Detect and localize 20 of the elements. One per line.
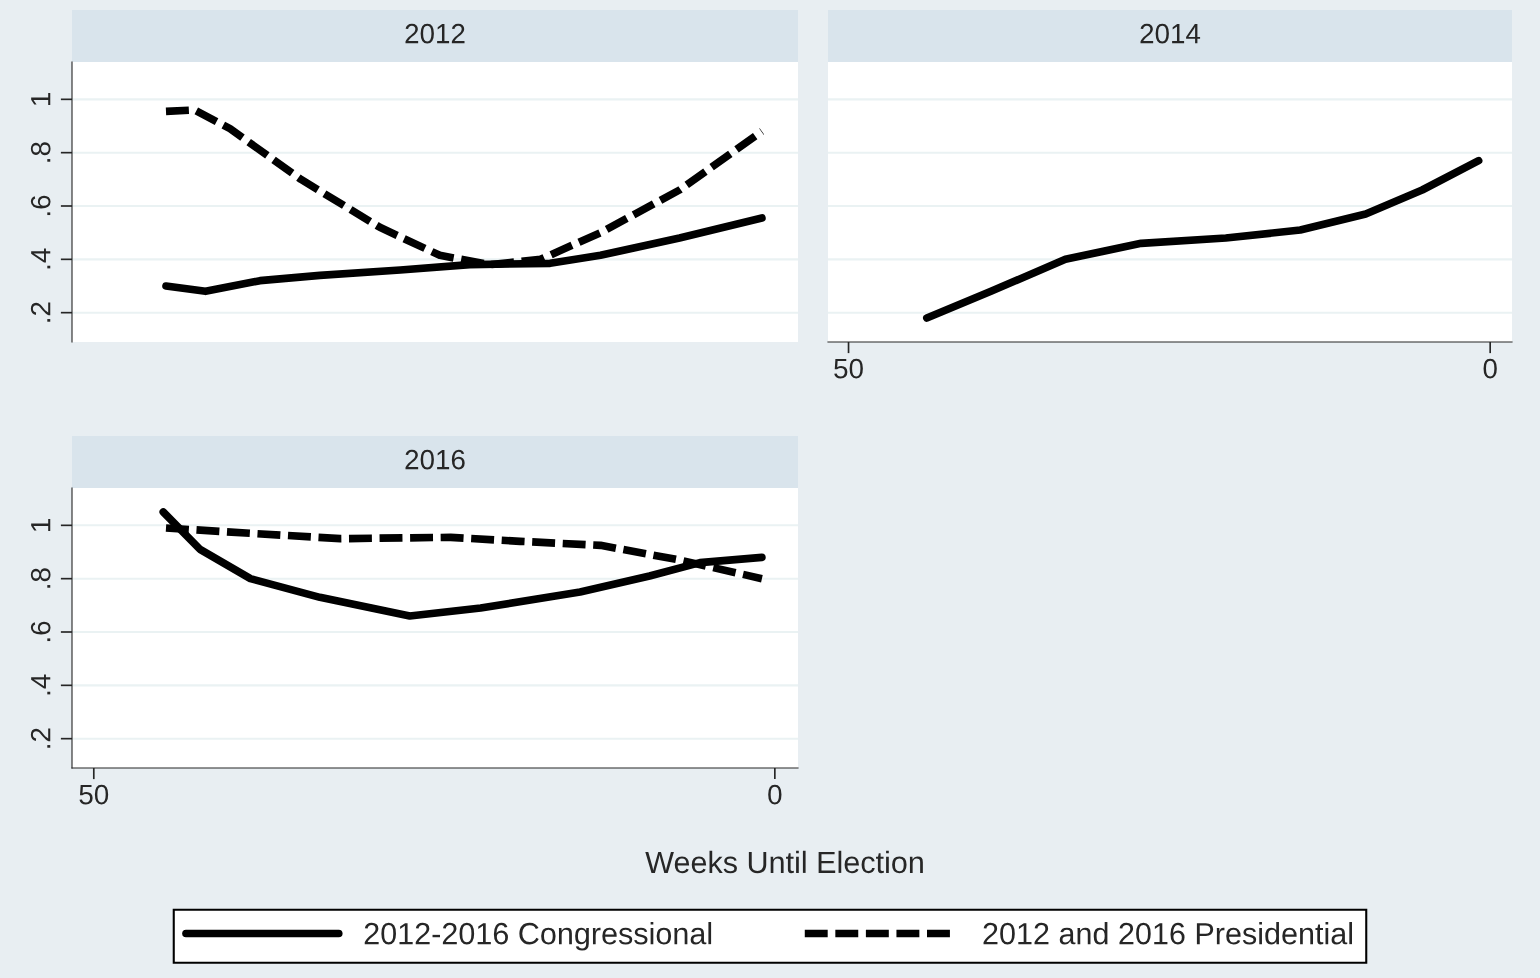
y-tick-label: .4	[31, 674, 51, 695]
y-tick-label: 1	[31, 92, 51, 105]
y-tick-label: .6	[30, 195, 51, 216]
x-tick-label: 0	[1483, 358, 1497, 379]
x-tick-label: 50	[834, 358, 863, 379]
x-tick-label: 0	[768, 784, 782, 805]
y-tick-label: 1	[31, 518, 51, 531]
y-tick-label: .4	[31, 248, 51, 269]
y-tick-label: .6	[30, 621, 51, 642]
chart-title: 2016	[405, 449, 465, 470]
chart-title: 2014	[1140, 23, 1201, 44]
legend-label: 2012-2016 Congressional	[364, 922, 712, 951]
x-axis-title: Weeks Until Election	[645, 850, 923, 874]
y-tick-label: .8	[30, 568, 51, 588]
legend-label: 2012 and 2016 Presidential	[983, 922, 1353, 945]
y-tick-label: .2	[30, 728, 51, 748]
y-tick-label: .2	[30, 302, 51, 322]
x-tick-label: 50	[79, 784, 109, 805]
y-tick-label: .8	[30, 142, 51, 162]
chart-title: 2012	[405, 23, 465, 44]
